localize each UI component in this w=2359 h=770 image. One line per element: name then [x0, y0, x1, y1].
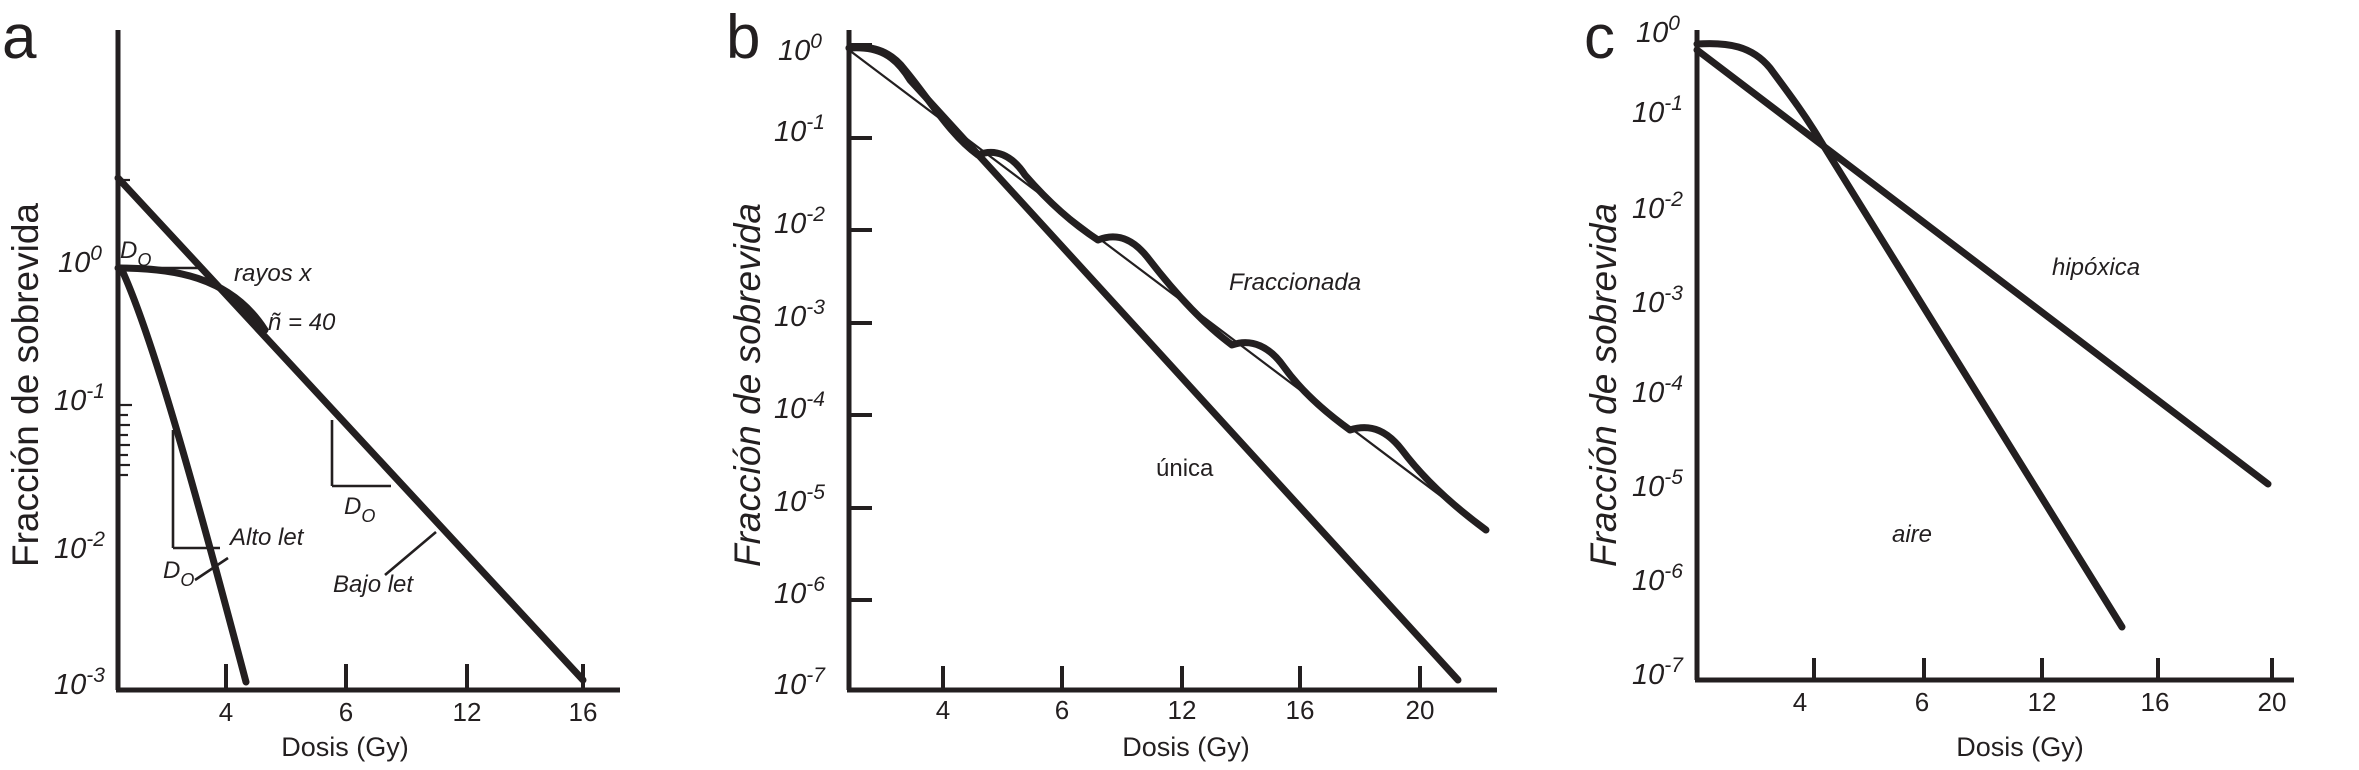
annotation-unica: única [1156, 455, 1214, 482]
y-tick-label: 10-3 [54, 664, 105, 701]
x-tick-label: 6 [1055, 695, 1069, 725]
series-rayos-x-asymptote [114, 174, 587, 684]
x-tick-label: 16 [569, 697, 598, 727]
annotation-alto-let: Alto let [228, 524, 305, 551]
annotation-aire: aire [1892, 521, 1932, 548]
y-axis-label: Fracción de sobrevida [1583, 203, 1624, 567]
y-tick-label: 10-2 [54, 528, 105, 565]
y-tick-label: 10-3 [1632, 282, 1683, 319]
x-tick-label: 12 [2028, 687, 2057, 717]
x-tick-label: 4 [936, 695, 950, 725]
annotation-rayos-x: rayos x [234, 260, 312, 287]
y-tick-label: 10-7 [1632, 654, 1684, 691]
y-tick-label: 10-5 [774, 481, 825, 518]
x-tick-label: 20 [2258, 687, 2287, 717]
y-tick-label: 10-3 [774, 296, 825, 333]
x-tick-label: 16 [1286, 695, 1315, 725]
x-axis-label: Dosis (Gy) [1956, 732, 2084, 762]
x-tick-label: 16 [2141, 687, 2170, 717]
annotation-bajo-let-leader [384, 531, 437, 576]
y-tick-label: 10-1 [54, 380, 105, 417]
x-tick-label: 6 [1915, 687, 1929, 717]
series-alto-let [117, 264, 250, 686]
panel-b: b Fracción de sobrevida 4 6 12 16 20 Dos… [726, 3, 1497, 762]
panel-a: a Fracción de sobrevida 4 6 12 16 Dosis … [2, 3, 620, 762]
y-tick-label: 10-1 [1632, 92, 1683, 129]
y-tick-label: 10-4 [1632, 372, 1683, 409]
y-tick-label: 100 [778, 30, 822, 67]
x-tick-label: 4 [1793, 687, 1807, 717]
y-tick-label: 100 [1636, 12, 1680, 49]
y-tick-label: 10-5 [1632, 466, 1683, 503]
x-tick-label: 4 [219, 697, 233, 727]
annotation-fraccionada: Fraccionada [1229, 269, 1361, 296]
panel-c: c Fracción de sobrevida 4 6 12 16 20 Dos… [1583, 3, 2294, 762]
y-axis-label: Fracción de sobrevida [727, 203, 768, 567]
series-aire [1693, 40, 2126, 631]
x-axis-label: Dosis (Gy) [281, 732, 409, 762]
series-unica [845, 44, 1462, 684]
d0-label-alto: DO [163, 557, 194, 590]
y-tick-label: 100 [58, 242, 102, 279]
x-tick-label: 12 [1168, 695, 1197, 725]
series-hipoxica [1693, 46, 2272, 488]
annotation-n-40: ñ = 40 [268, 309, 336, 336]
annotation-bajo-let: Bajo let [333, 571, 414, 598]
y-tick-label: 10-7 [774, 664, 826, 701]
panel-letter-b: b [726, 3, 760, 72]
y-axis-label: Fracción de sobrevida [5, 203, 46, 567]
x-tick-label: 6 [339, 697, 353, 727]
d0-label-bajo: DO [344, 493, 375, 526]
panel-letter-a: a [2, 3, 37, 72]
d0-label-top: DO [120, 237, 151, 270]
y-tick-label: 10-2 [1632, 188, 1683, 225]
y-tick-label: 10-1 [774, 111, 825, 148]
y-tick-label: 10-4 [774, 388, 825, 425]
x-tick-label: 12 [453, 697, 482, 727]
annotation-hipoxica: hipóxica [2052, 254, 2140, 281]
y-ticks [849, 43, 872, 602]
y-tick-label: 10-6 [1632, 560, 1683, 597]
x-axis-label: Dosis (Gy) [1122, 732, 1250, 762]
annotation-alto-let-leader [194, 556, 229, 582]
y-tick-label: 10-6 [774, 573, 825, 610]
x-tick-label: 20 [1406, 695, 1435, 725]
y-tick-label: 10-2 [774, 203, 825, 240]
panel-letter-c: c [1584, 3, 1615, 72]
